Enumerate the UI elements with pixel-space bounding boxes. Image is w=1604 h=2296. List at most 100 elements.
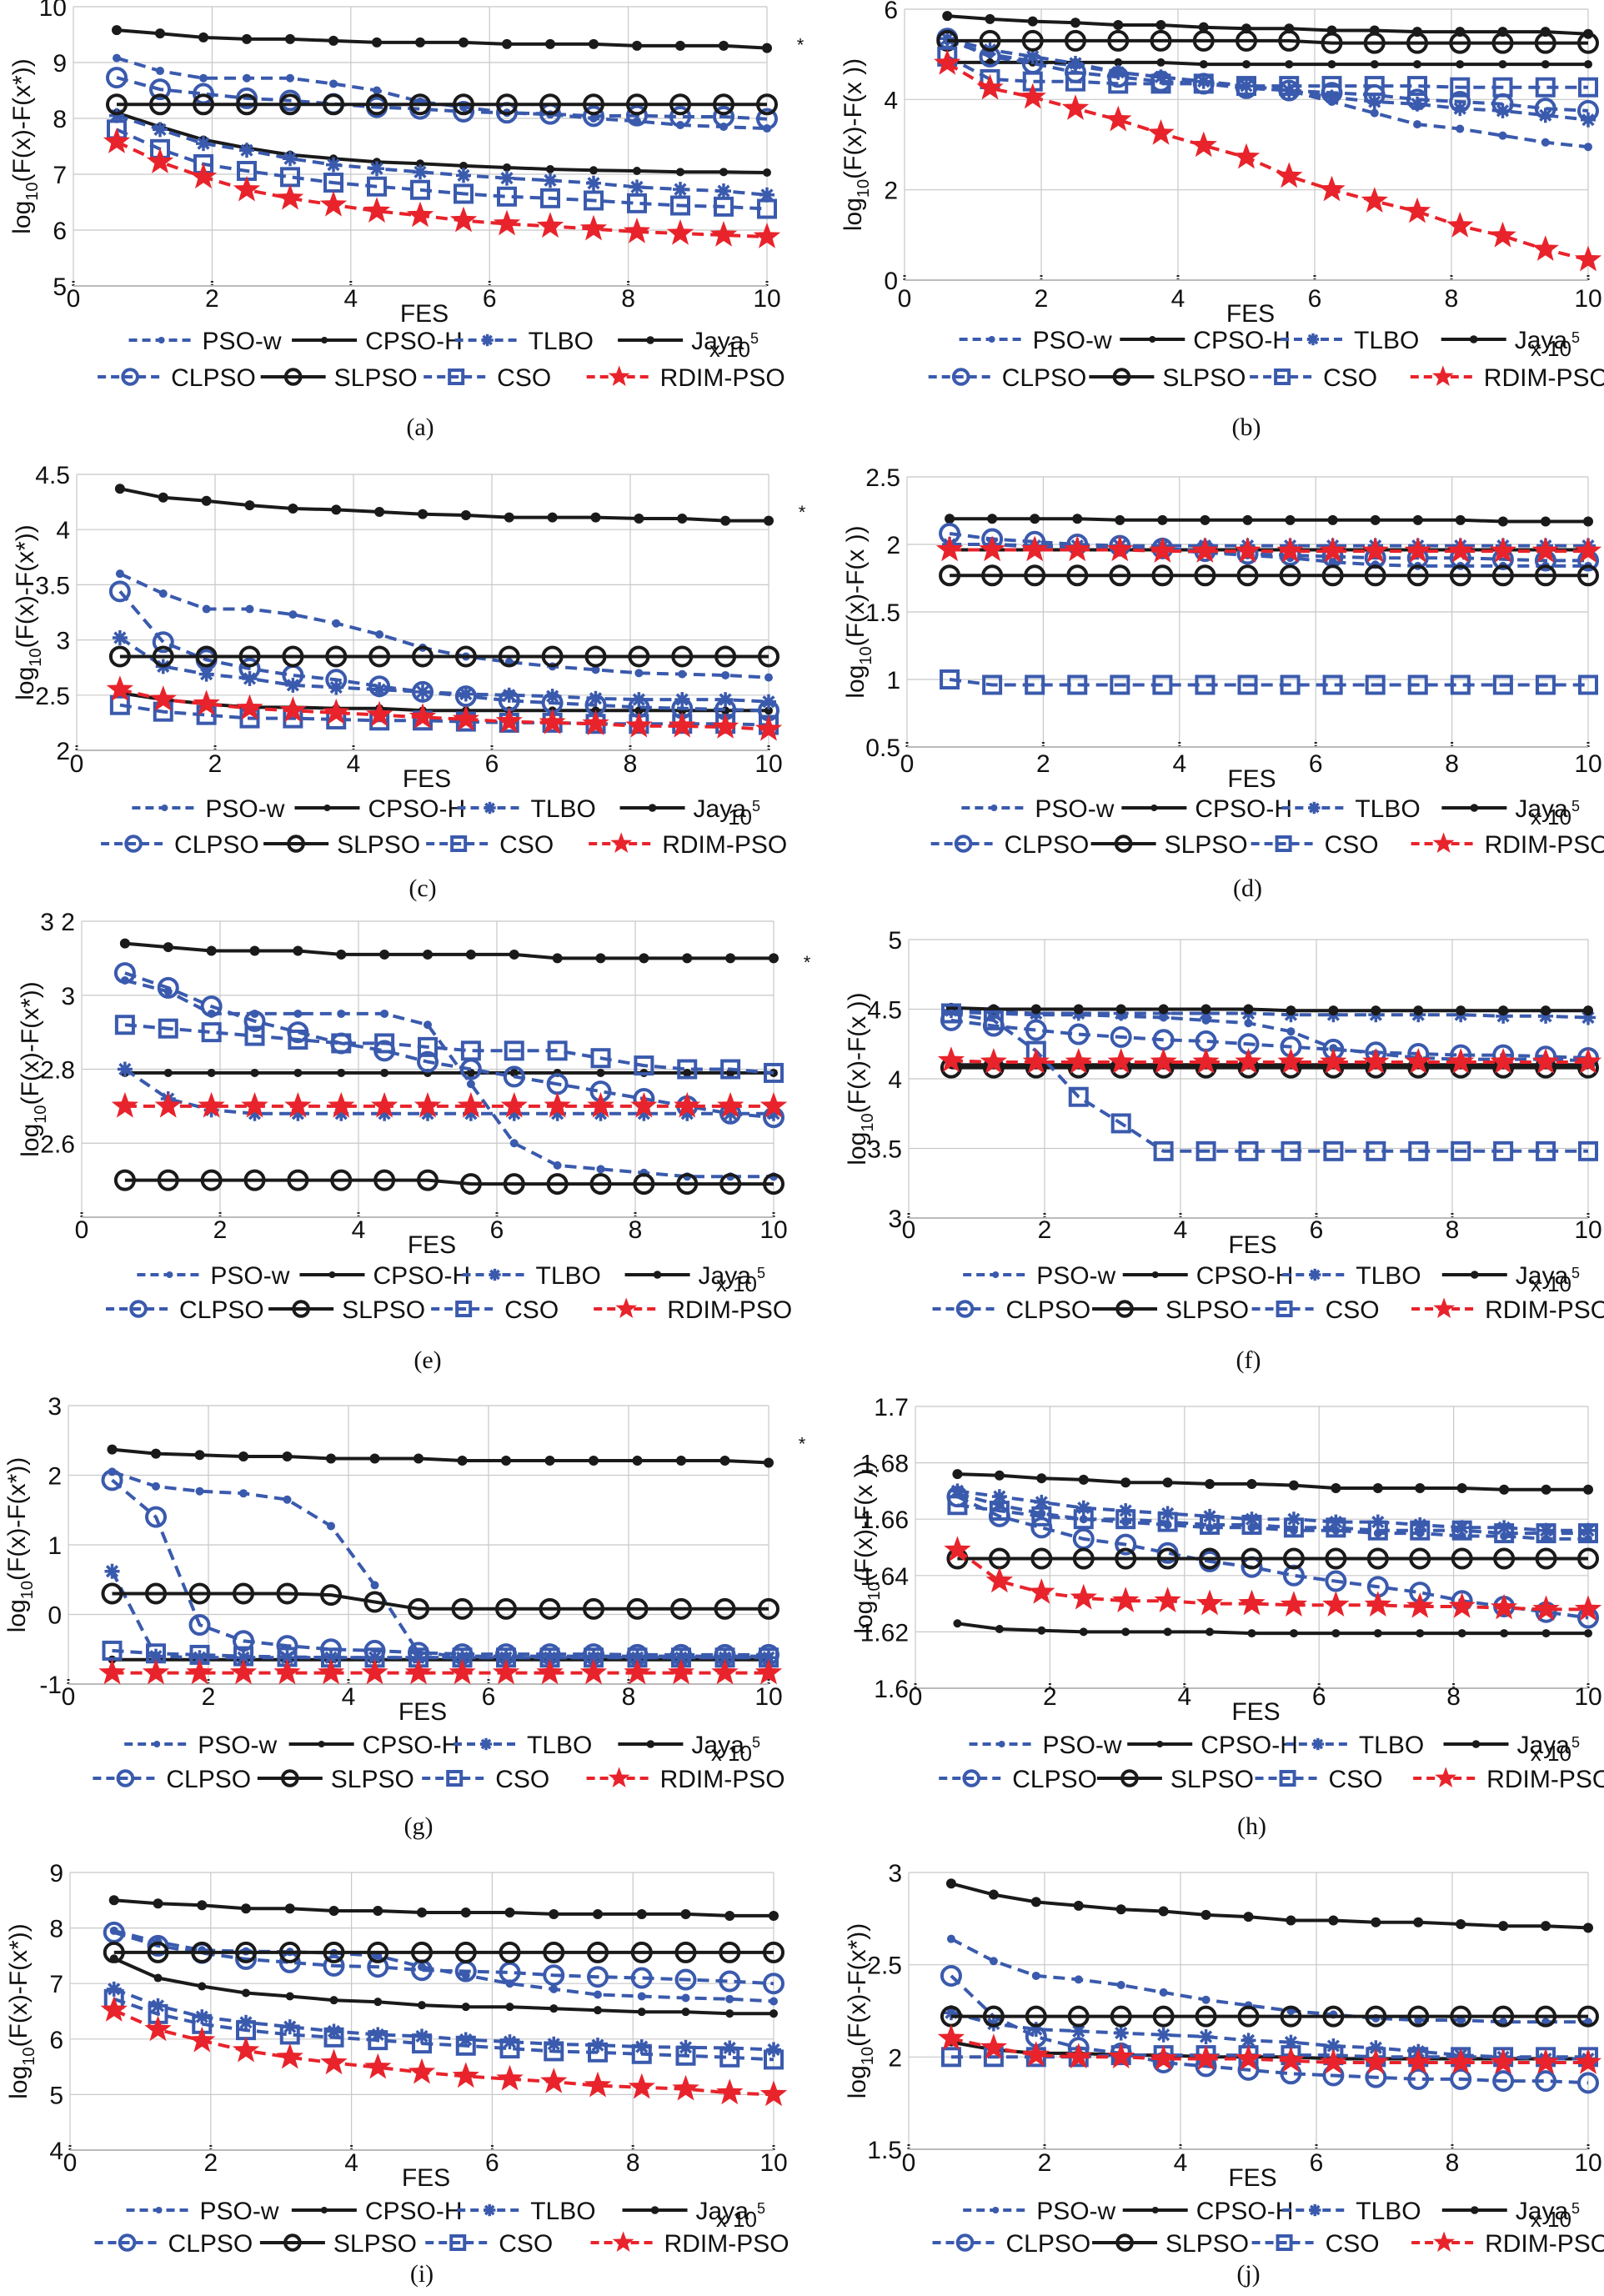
y-tick-label: 3	[888, 1860, 902, 1887]
data-point-jaya	[285, 33, 295, 44]
series-line-clpso	[111, 1478, 769, 1657]
data-point-slpso	[1406, 564, 1429, 587]
x-tick-label: 10	[754, 750, 782, 778]
data-point-rdim-pso	[364, 2053, 392, 2079]
data-point-rdim-pso	[279, 696, 307, 723]
data-point-jaya	[945, 1878, 956, 1889]
legend-label: Jaya	[1515, 795, 1568, 823]
data-point-cpso-h	[1289, 1629, 1298, 1638]
data-point-rdim-pso	[1107, 1048, 1135, 1074]
data-point-slpso	[1236, 564, 1259, 587]
data-point-rdim-pso	[1147, 119, 1175, 145]
data-point-cso	[1195, 674, 1216, 695]
x-tick-label: 2	[208, 750, 223, 778]
legend-item-rdim-pso: RDIM-PSO	[1410, 364, 1604, 392]
data-point-rdim-pso	[584, 2071, 612, 2098]
data-point-jaya	[682, 953, 693, 964]
series-jaya	[114, 484, 774, 526]
legend: PSO-w CPSO-H TLBO Jaya CLPSO SLPSO CSO RDIM-PSO	[939, 1732, 1604, 1793]
data-point-pso-w	[286, 73, 294, 83]
data-point-cso	[720, 1059, 741, 1080]
data-point-rdim-pso	[980, 2033, 1007, 2059]
series-rdim-pso	[98, 1658, 783, 1685]
legend-item-cso: CSO	[1251, 2230, 1380, 2258]
data-point-slpso	[1109, 564, 1131, 587]
data-point-cso	[1321, 76, 1342, 97]
data-point-tlbo	[586, 175, 601, 191]
data-point-rdim-pso	[452, 2062, 479, 2088]
data-point-cpso-h	[594, 2006, 602, 2015]
y-tick-label: 1.62	[860, 1619, 909, 1647]
data-point-pso-w	[1159, 1988, 1168, 1997]
y-tick-label: 2	[56, 738, 70, 765]
data-point-slpso	[630, 1941, 653, 1963]
y-tick-label: 1	[886, 667, 900, 694]
data-point-cpso-h	[1584, 60, 1592, 69]
data-point-pso-w	[293, 1009, 303, 1018]
series-rdim-pso	[100, 1996, 788, 2107]
x-axis-multiplier: x 105	[711, 1734, 760, 1766]
data-point-cso	[1236, 76, 1256, 97]
data-point-slpso	[113, 1169, 136, 1191]
data-point-slpso	[1280, 2005, 1302, 2028]
legend-label: Jaya	[1516, 2198, 1569, 2225]
legend-marker	[998, 1741, 1005, 1747]
data-point-pso-w	[1370, 108, 1379, 118]
data-point-cso	[982, 674, 1003, 695]
y-tick-label: 4	[49, 2138, 63, 2165]
data-point-cpso-h	[1541, 1629, 1551, 1638]
legend-item-pso-w: PSO-w	[969, 1732, 1122, 1759]
data-point-jaya	[994, 1470, 1005, 1481]
data-point-pso-w	[1500, 1532, 1509, 1541]
legend-item-cpso-h: CPSO-H	[1122, 2198, 1293, 2225]
series-line-pso-w	[119, 572, 769, 679]
data-point-jaya	[1498, 1005, 1509, 1016]
legend-label: RDIM-PSO	[1485, 831, 1604, 859]
legend-label: PSO-w	[200, 2198, 279, 2225]
series-line-rdim-pso	[946, 62, 1589, 262]
data-point-rdim-pso	[452, 704, 479, 731]
data-point-cpso-h	[1456, 60, 1465, 69]
data-point-rdim-pso	[1065, 2043, 1092, 2069]
legend-item-clpso: CLPSO	[928, 364, 1086, 392]
data-point-cso	[1115, 1509, 1136, 1530]
data-point-cso	[504, 1040, 524, 1061]
data-point-rdim-pso	[1276, 537, 1304, 563]
data-point-rdim-pso	[276, 2043, 303, 2069]
panel-e: 0 2 4 6 8 10 2.6 2.8 3 3 2 FES log10(F(x)-F(x*)) * PS…	[17, 909, 811, 1324]
legend-marker	[281, 1769, 299, 1787]
series-jaya	[942, 11, 1593, 39]
x-tick-label: 8	[621, 285, 635, 313]
data-point-clpso	[587, 1966, 609, 1988]
data-point-slpso	[195, 645, 218, 668]
legend-label: CLPSO	[174, 831, 259, 859]
data-point-slpso	[1110, 2005, 1132, 2028]
legend-item-cso: CSO	[1251, 1296, 1380, 1324]
legend-label: RDIM-PSO	[667, 1296, 792, 1324]
data-point-clpso	[188, 1614, 211, 1637]
data-point-rdim-pso	[1404, 537, 1431, 563]
data-point-slpso	[1407, 2005, 1430, 2028]
x-tick-label: 10	[1574, 1216, 1601, 1244]
data-point-cpso-h	[509, 1068, 519, 1077]
data-point-clpso	[1110, 1025, 1132, 1048]
data-point-jaya	[1073, 1004, 1084, 1015]
legend-label: CLPSO	[1005, 831, 1090, 859]
data-point-slpso	[408, 1597, 429, 1620]
series-line-jaya	[950, 1005, 1588, 1013]
legend-marker	[161, 805, 168, 811]
legend-label: SLPSO	[334, 364, 418, 392]
data-point-jaya	[1030, 1897, 1041, 1907]
legend-marker	[612, 2231, 634, 2252]
legend-marker	[1149, 336, 1156, 343]
data-point-jaya	[206, 945, 217, 956]
x-axis-label: FES	[402, 2164, 450, 2192]
data-point-pso-w	[1498, 131, 1507, 140]
legend-marker	[283, 2233, 302, 2252]
data-point-cso	[201, 1022, 222, 1043]
data-point-cso	[584, 190, 604, 211]
data-point-clpso	[674, 1968, 697, 1991]
panel-j: 0 2 4 6 8 10 1.5 2 2.5 3 FES log10(F(x)-F(x*)) PSO-w…	[844, 1860, 1604, 2258]
data-point-rdim-pso	[1403, 197, 1431, 223]
series-cso	[940, 669, 1598, 695]
